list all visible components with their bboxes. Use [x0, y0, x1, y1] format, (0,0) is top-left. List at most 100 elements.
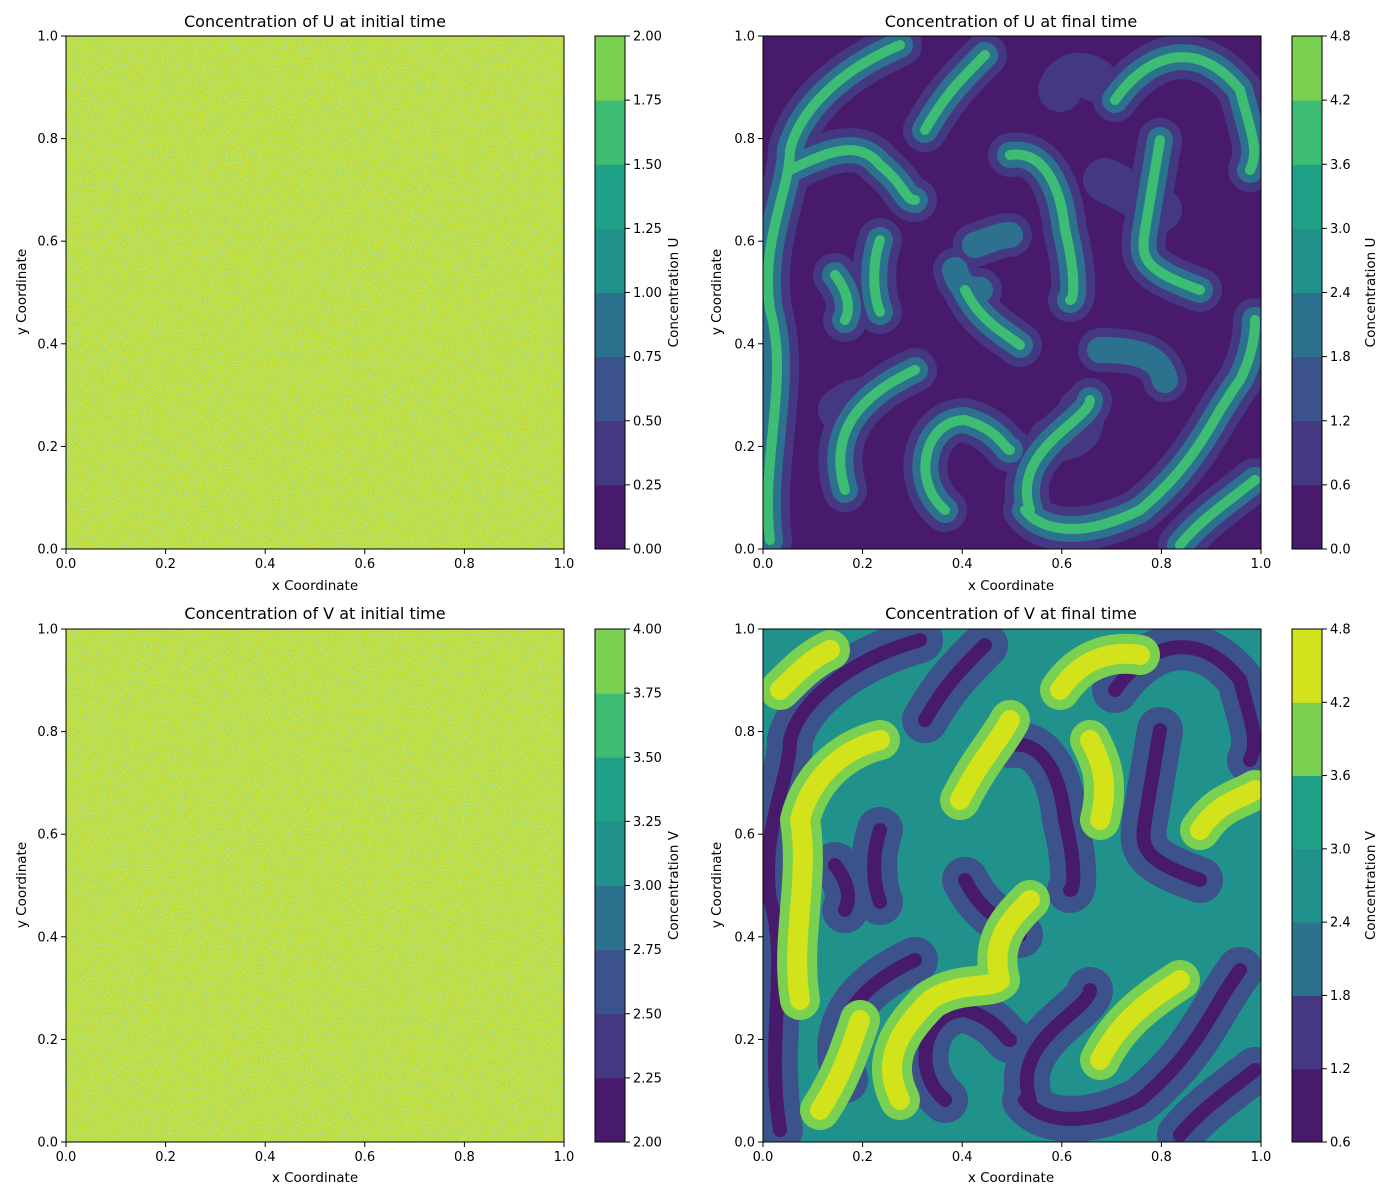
x-tick-label: 0.0	[56, 1150, 77, 1165]
y-axis-ticks: 0.0 0.2 0.4 0.6 0.8 1.0	[734, 30, 763, 558]
chart-title: Concentration of U at initial time	[184, 12, 446, 31]
plot-frame	[762, 35, 1262, 550]
colorbar-segment	[1292, 484, 1322, 550]
colorbar-segment	[595, 420, 625, 486]
y-axis-label: y Coordinate	[14, 842, 30, 928]
colorbar-segment	[1292, 995, 1322, 1070]
x-tick-label: 0.2	[155, 557, 176, 572]
x-axis-ticks: 0.0 0.2 0.4 0.6 0.8 1.0	[56, 549, 575, 572]
colorbar: 2.00 2.25 2.50 2.75 3.00 3.25 3.50 3.75 4.00 Conc…	[594, 623, 682, 1151]
colorbar-tick-label: 2.50	[633, 1007, 662, 1022]
colorbar-segment	[1292, 1068, 1322, 1143]
x-tick-label: 1.0	[554, 1150, 575, 1165]
colorbar-label: Concentration U	[666, 238, 682, 348]
y-tick-label: 0.4	[37, 337, 58, 352]
x-tick-label: 0.6	[1051, 557, 1072, 572]
colorbar-tick-label: 3.00	[633, 879, 662, 894]
x-tick-label: 0.2	[155, 1150, 176, 1165]
colorbar-tick-label: 2.4	[1330, 286, 1351, 301]
colorbar-segment	[1292, 420, 1322, 486]
x-tick-label: 0.4	[255, 1150, 276, 1165]
colorbar-segment	[1292, 36, 1322, 101]
y-tick-label: 1.0	[734, 623, 755, 638]
colorbar-segment	[595, 757, 625, 822]
heatmap-field	[66, 629, 564, 1142]
x-tick-label: 1.0	[1251, 557, 1272, 572]
y-tick-label: 0.6	[734, 828, 755, 843]
x-tick-label: 1.0	[554, 557, 575, 572]
colorbar-segment	[1292, 228, 1322, 293]
colorbar-segment	[595, 1077, 625, 1143]
colorbar-tick-label: 1.8	[1330, 350, 1351, 365]
y-tick-label: 0.6	[37, 235, 58, 250]
x-axis-label: x Coordinate	[272, 1170, 358, 1186]
colorbar-tick-label: 1.2	[1330, 414, 1351, 429]
colorbar-segment	[1292, 629, 1322, 703]
y-axis-ticks: 0.0 0.2 0.4 0.6 0.8 1.0	[734, 623, 763, 1151]
y-tick-label: 1.0	[37, 623, 58, 638]
x-axis-ticks: 0.0 0.2 0.4 0.6 0.8 1.0	[753, 549, 1272, 572]
colorbar-segment	[595, 885, 625, 951]
y-tick-label: 0.2	[734, 1033, 755, 1048]
chart-title: Concentration of V at final time	[885, 604, 1137, 623]
y-tick-label: 1.0	[734, 30, 755, 45]
x-axis-label: x Coordinate	[272, 578, 358, 594]
panel-v-initial: Concentration of V at initial time 0.0 0.…	[14, 604, 682, 1186]
x-tick-label: 0.0	[753, 557, 774, 572]
colorbar-tick-label: 0.75	[633, 350, 662, 365]
x-tick-label: 0.4	[952, 1150, 973, 1165]
x-tick-label: 0.8	[454, 557, 475, 572]
colorbar: 0.6 1.2 1.8 2.4 3.0 3.6 4.2 4.8 Concentration V	[1291, 623, 1379, 1151]
colorbar-segment	[595, 629, 625, 694]
panel-u-final: Concentration of U at final time	[709, 12, 1379, 594]
y-tick-label: 0.8	[734, 725, 755, 740]
colorbar-tick-label: 1.8	[1330, 989, 1351, 1004]
y-tick-label: 0.8	[37, 725, 58, 740]
colorbar-tick-label: 4.8	[1330, 623, 1351, 638]
colorbar-tick-label: 3.6	[1330, 769, 1351, 784]
colorbar-segment	[1292, 775, 1322, 850]
panel-v-final: Concentration of V at final time	[709, 604, 1379, 1186]
colorbar: 0.0 0.6 1.2 1.8 2.4 3.0 3.6 4.2 4.8 Concentration…	[1291, 30, 1379, 558]
x-tick-label: 0.0	[56, 557, 77, 572]
x-tick-label: 0.4	[952, 557, 973, 572]
colorbar-segment	[595, 1013, 625, 1079]
colorbar-segment	[595, 484, 625, 550]
y-axis-label: y Coordinate	[709, 249, 725, 335]
colorbar-tick-label: 4.2	[1330, 696, 1351, 711]
x-tick-label: 0.0	[753, 1150, 774, 1165]
x-tick-label: 1.0	[1251, 1150, 1272, 1165]
colorbar: 0.00 0.25 0.50 0.75 1.00 1.25 1.50 1.75 2.00 Conc…	[594, 30, 682, 558]
y-axis-label: y Coordinate	[709, 842, 725, 928]
heatmap-field	[763, 629, 1261, 1142]
colorbar-tick-label: 0.0	[1330, 543, 1351, 558]
colorbar-segment	[1292, 164, 1322, 229]
colorbar-tick-label: 2.25	[633, 1071, 662, 1086]
colorbar-tick-label: 3.6	[1330, 158, 1351, 173]
y-axis-ticks: 0.0 0.2 0.4 0.6 0.8 1.0	[37, 30, 66, 558]
colorbar-segment	[595, 164, 625, 229]
colorbar-tick-label: 1.00	[633, 286, 662, 301]
colorbar-frame	[1291, 628, 1323, 1143]
panel-u-initial: Concentration of U at initial time 0.0 0.…	[14, 12, 682, 594]
colorbar-tick-label: 3.75	[633, 687, 662, 702]
y-tick-label: 0.4	[734, 337, 755, 352]
colorbar-segment	[1292, 922, 1322, 996]
colorbar-tick-label: 2.75	[633, 943, 662, 958]
colorbar-segment	[595, 228, 625, 293]
y-tick-label: 0.2	[734, 440, 755, 455]
colorbar-segment	[595, 356, 625, 422]
colorbar-tick-label: 4.00	[633, 623, 662, 638]
y-tick-label: 0.4	[37, 930, 58, 945]
heatmap-field	[763, 36, 1261, 549]
colorbar-tick-label: 0.6	[1330, 1136, 1351, 1151]
y-tick-label: 1.0	[37, 30, 58, 45]
colorbar-tick-label: 2.00	[633, 1136, 662, 1151]
x-tick-label: 0.8	[1151, 1150, 1172, 1165]
y-tick-label: 0.0	[734, 1136, 755, 1151]
plot-frame	[65, 35, 565, 550]
colorbar-tick-label: 2.00	[633, 30, 662, 45]
y-tick-label: 0.0	[734, 543, 755, 558]
x-tick-label: 0.2	[852, 557, 873, 572]
